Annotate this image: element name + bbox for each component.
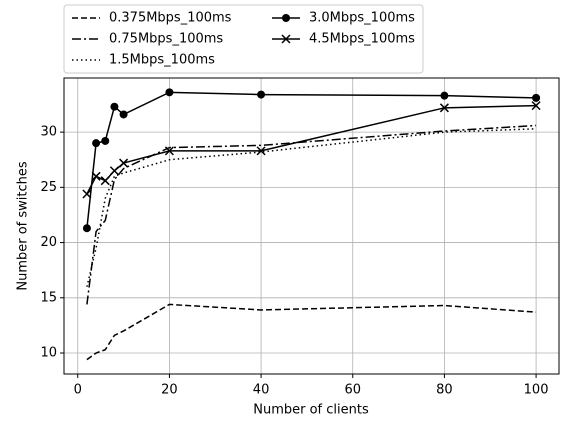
x-axis-label: Number of clients [253,403,369,418]
x-tick-label: 0 [74,383,82,398]
x-tick-label: 100 [524,383,549,398]
y-tick-label: 15 [40,290,57,305]
point [100,176,110,186]
y-tick-label: 25 [40,180,57,195]
point [101,136,110,145]
plot-frame [63,77,560,375]
point [531,101,541,111]
point [91,171,101,181]
point [532,93,541,102]
y-tick-label: 30 [40,125,57,140]
point [109,166,119,176]
series-line [86,303,537,361]
point [165,88,174,97]
series-line [86,124,537,305]
point [119,110,128,119]
point [82,189,92,199]
legend-label: 3.0Mbps_100ms [309,11,415,26]
x-tick-label: 60 [344,383,361,398]
point [164,146,174,156]
y-tick-label: 10 [40,346,57,361]
series-line [86,128,537,287]
point [119,158,129,168]
legend-marker [282,14,290,22]
point [82,224,91,233]
legend-label: 0.75Mbps_100ms [109,32,223,47]
point [256,146,266,156]
x-tick-label: 40 [253,383,270,398]
point [110,102,119,111]
x-tick-label: 20 [161,383,178,398]
x-tick-label: 80 [436,383,453,398]
point [439,103,449,113]
series-line [86,104,537,195]
legend-label: 0.375Mbps_100ms [109,11,232,26]
point [92,139,101,148]
legend: 0.375Mbps_100ms 0.75Mbps_100ms 1.5Mbps_100… [63,4,424,74]
legend-label: 4.5Mbps_100ms [309,32,415,47]
legend-frame [63,4,424,74]
series-line [86,91,537,229]
legend-marker [281,34,291,44]
point [257,90,266,99]
point [440,91,449,100]
y-axis-label: Number of switches [16,161,31,291]
legend-label: 1.5Mbps_100ms [109,53,215,68]
y-tick-label: 20 [40,235,57,250]
